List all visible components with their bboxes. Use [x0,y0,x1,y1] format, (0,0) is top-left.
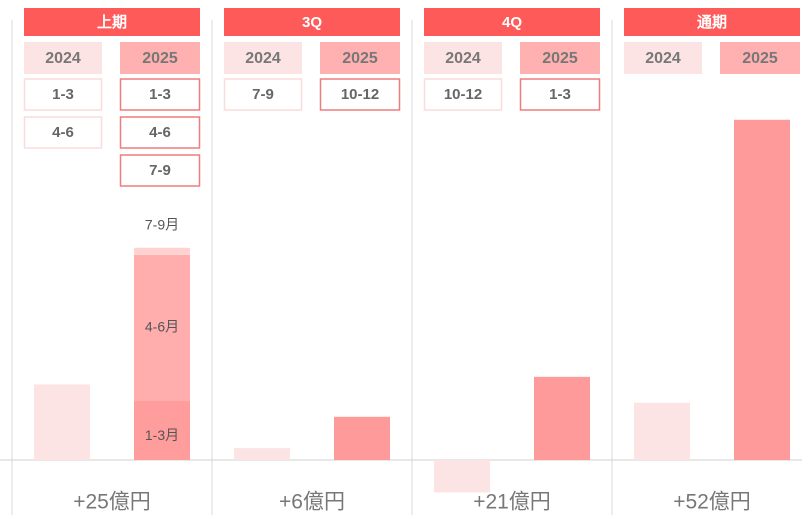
difference-label: +52億円 [673,491,751,514]
year-label: 2024 [645,50,681,67]
period-box [119,78,201,111]
bar-segment [134,400,190,460]
segment-label: 1-3月 [145,427,179,443]
bar [234,448,290,460]
year-label: 2024 [45,50,81,67]
period-box [519,78,601,111]
period-label: 7-9 [149,162,171,179]
period-box [23,78,103,111]
year-box [424,42,502,74]
panel-title: 3Q [302,14,322,31]
period-label: 4-6 [149,124,171,141]
period-box [119,154,201,187]
period-box [223,78,303,111]
panel-header [24,8,200,36]
year-label: 2024 [245,50,281,67]
year-box [320,42,400,74]
panel-title: 4Q [502,14,522,31]
bar-segment [134,254,190,401]
year-box [120,42,200,74]
difference-label: +6億円 [279,491,345,514]
bar [34,384,90,460]
panel-title: 上期 [97,13,127,31]
year-box [720,42,800,74]
period-label: 10-12 [341,86,379,103]
period-label: 10-12 [444,86,482,103]
year-box [24,42,102,74]
year-box [520,42,600,74]
bar [534,376,590,460]
year-label: 2024 [445,50,481,67]
period-label: 1-3 [549,86,571,103]
year-label: 2025 [142,50,178,67]
panel-title: 通期 [697,13,727,31]
segment-label: 4-6月 [145,318,179,334]
year-box [624,42,702,74]
period-label: 4-6 [52,124,74,141]
period-box [319,78,401,111]
period-box [423,78,503,111]
segment-label: 7-9月 [145,216,179,232]
panel-header [224,8,400,36]
difference-label: +21億円 [473,491,551,514]
period-box [119,116,201,149]
year-label: 2025 [542,50,578,67]
bar [434,460,490,493]
period-label: 7-9 [252,86,274,103]
period-label: 1-3 [52,86,74,103]
bar [634,402,690,460]
bar-segment [134,247,190,255]
period-label: 1-3 [149,86,171,103]
panel-header [424,8,600,36]
year-box [224,42,302,74]
year-label: 2025 [342,50,378,67]
panel-header [624,8,800,36]
year-label: 2025 [742,50,778,67]
period-box [23,116,103,149]
bar [334,416,390,460]
difference-label: +25億円 [73,491,151,514]
bar [734,119,790,461]
